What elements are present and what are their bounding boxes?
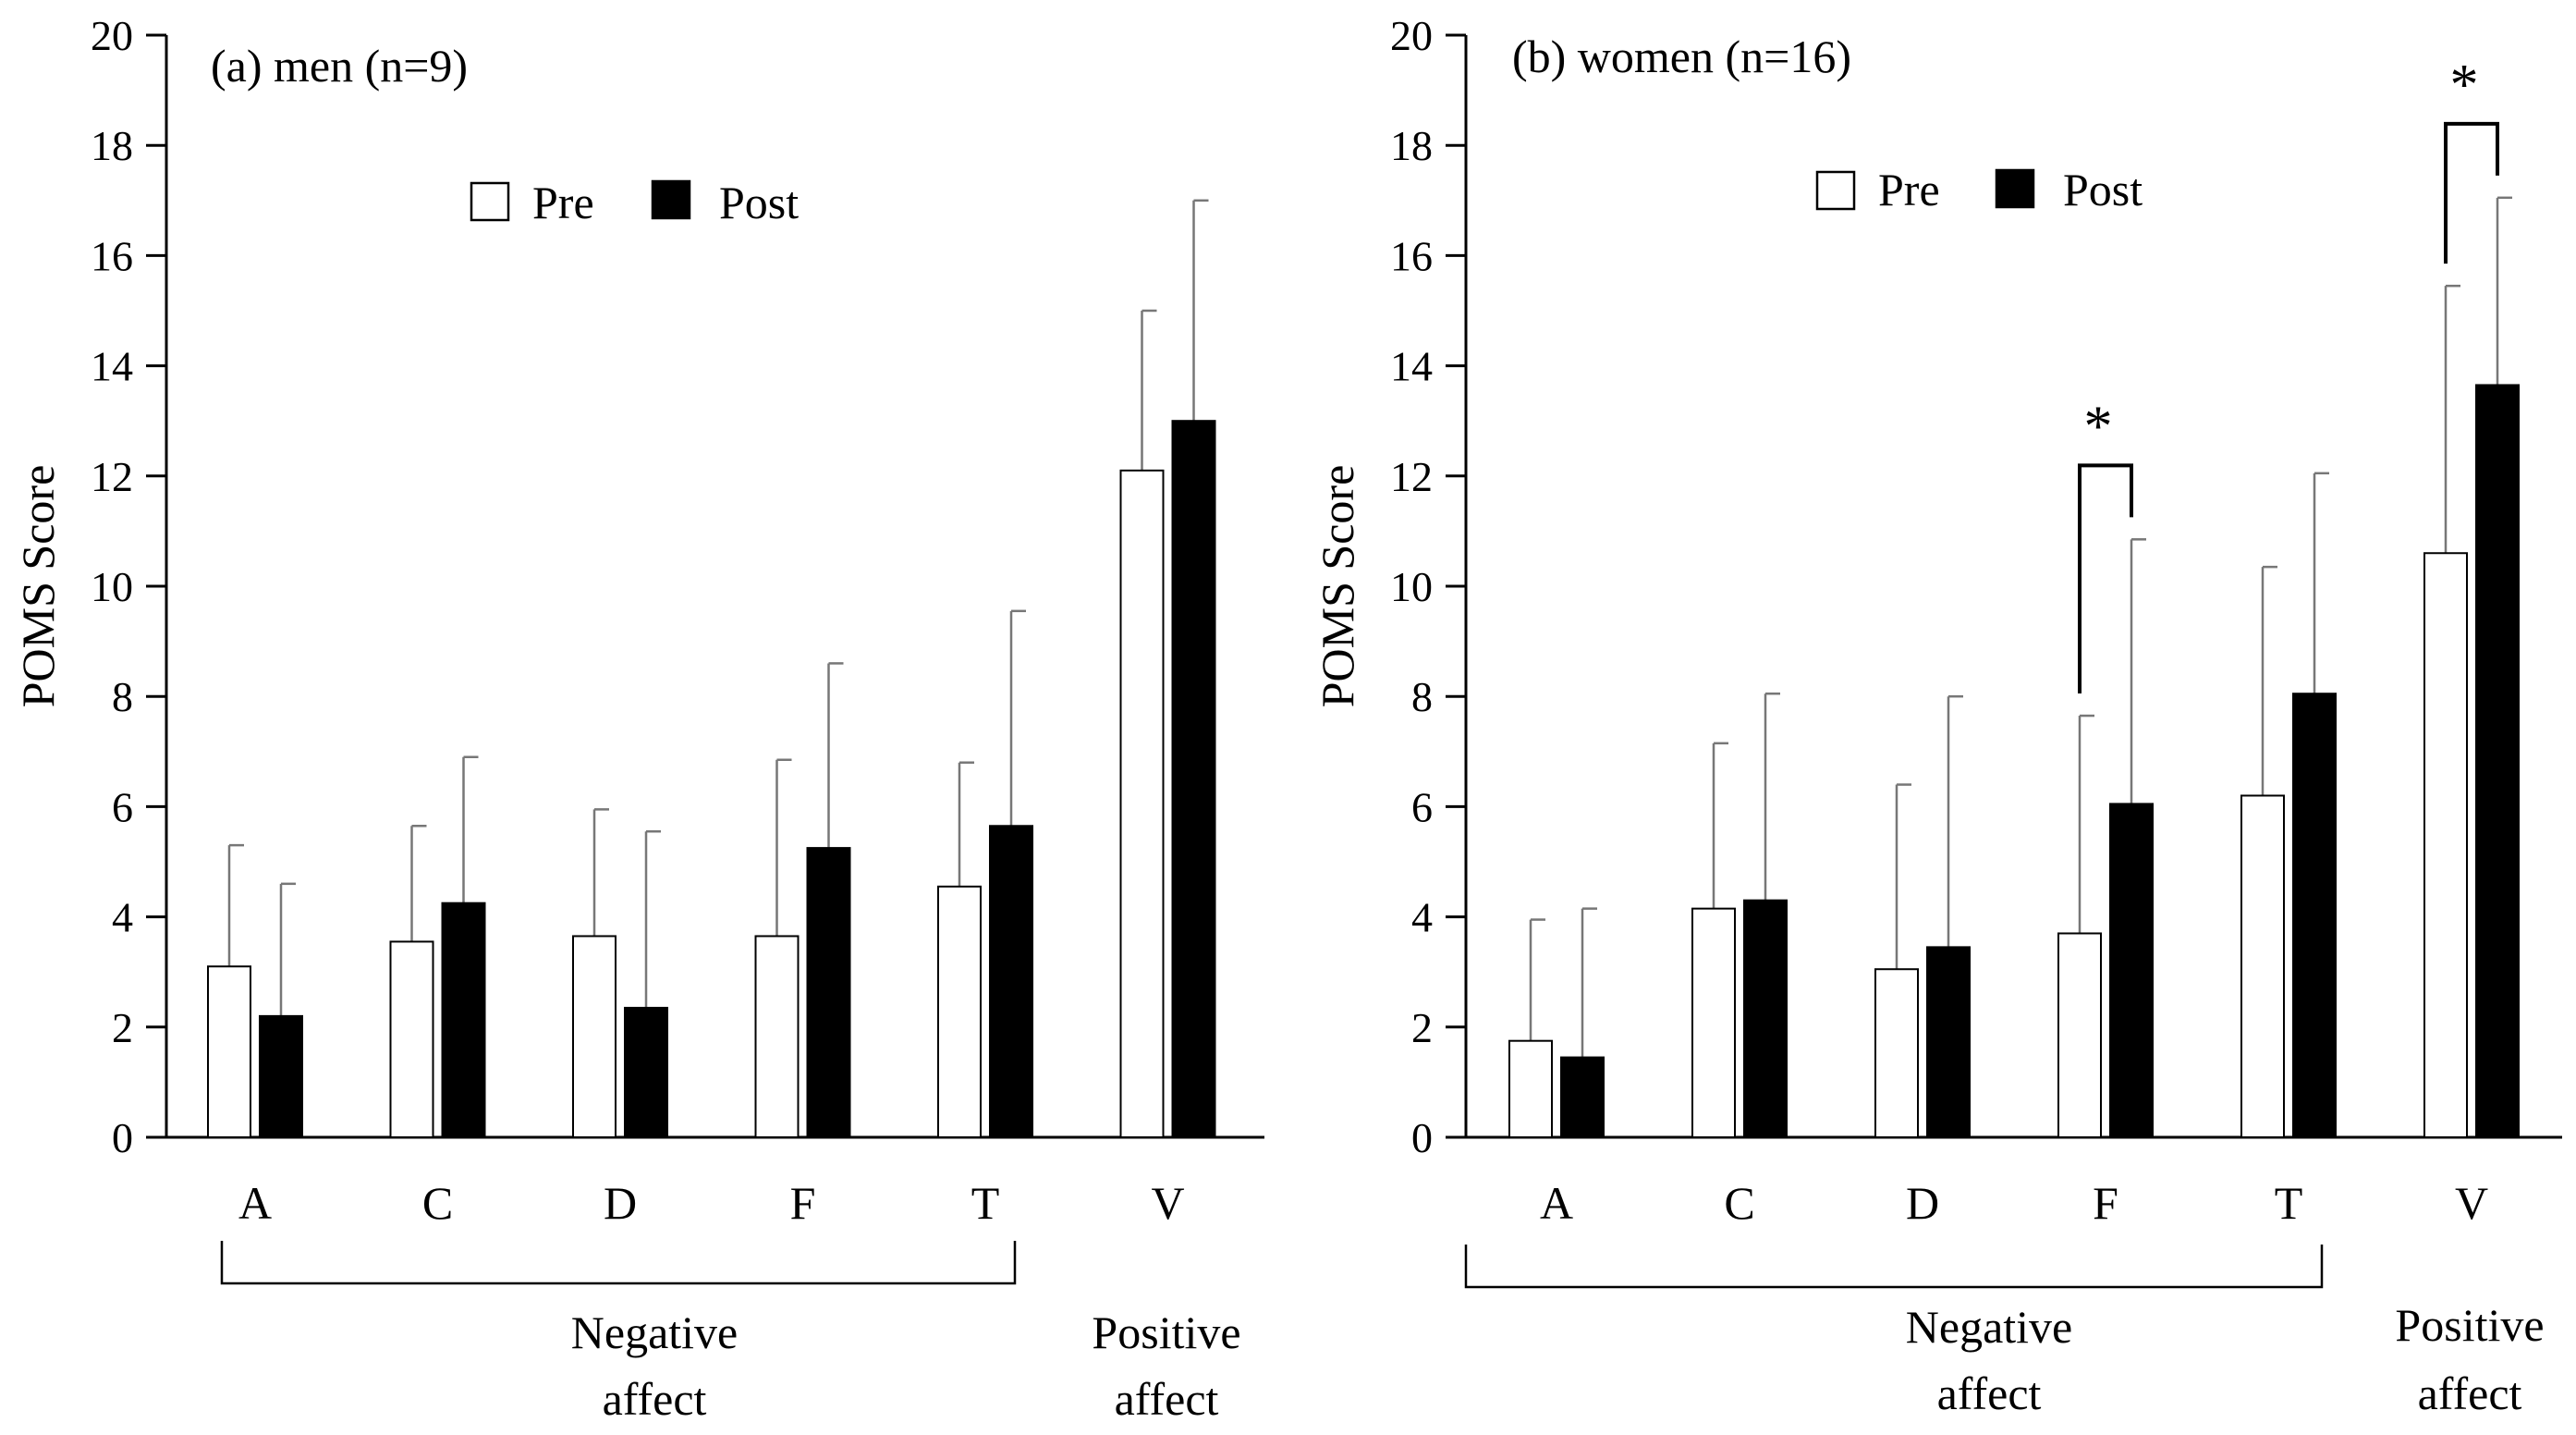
category-label: A: [238, 1177, 272, 1229]
y-tick-label: 16: [1390, 232, 1433, 279]
y-tick-label: 4: [1411, 894, 1433, 941]
category-label: C: [1724, 1177, 1754, 1229]
category-label: T: [2275, 1177, 2303, 1229]
panel-title: (b) women (n=16): [1512, 31, 1851, 82]
y-axis-label: POMS Score: [12, 465, 64, 708]
category-label: A: [1540, 1177, 1573, 1229]
category-label: C: [422, 1177, 453, 1229]
panel-men: 0 2 4 6 8 10 12 14 16 18 20 POMS Score (a) men (n=9)…: [12, 12, 1264, 1425]
group-label-negative-line2: affect: [1937, 1368, 2042, 1419]
significance-bracket-F: [2078, 463, 2133, 694]
y-tick-label: 16: [91, 232, 133, 279]
y-tick-label: 2: [112, 1004, 133, 1051]
significance-bracket-V: [2444, 121, 2499, 264]
bar-pre-T: [2240, 794, 2285, 1138]
y-tick-label: 10: [1390, 563, 1433, 610]
group-label-negative-line2: affect: [603, 1373, 707, 1425]
legend-label-pre: Pre: [1878, 164, 1940, 215]
bar-pre-A: [207, 965, 251, 1138]
bar-post-D: [1926, 946, 1971, 1138]
bar-post-V: [1171, 420, 1216, 1138]
bar-post-T: [2292, 693, 2337, 1138]
group-label-negative-line1: Negative: [1906, 1301, 2072, 1353]
group-label-positive-line1: Positive: [2395, 1299, 2544, 1351]
y-tick-label: 14: [1390, 343, 1433, 390]
y-tick-label: 2: [1411, 1004, 1433, 1051]
legend-swatch-pre: [470, 181, 510, 222]
legend-label-post: Post: [719, 177, 799, 228]
y-tick-label: 0: [1411, 1114, 1433, 1161]
bar-post-C: [441, 901, 486, 1139]
category-label: D: [1906, 1177, 1939, 1229]
legend-swatch-post: [1995, 168, 2035, 209]
y-tick-label: 6: [1411, 783, 1433, 830]
bar-pre-D: [1874, 968, 1919, 1138]
bar-pre-A: [1508, 1039, 1553, 1138]
panel-title: (a) men (n=9): [211, 40, 468, 92]
negative-affect-bracket: [1464, 1245, 2324, 1289]
category-label: V: [1151, 1177, 1184, 1229]
bar-pre-V: [2423, 552, 2468, 1138]
y-tick-label: 18: [1390, 122, 1433, 169]
y-tick-label: 12: [1390, 453, 1433, 500]
group-label-positive-line2: affect: [2418, 1368, 2522, 1419]
y-tick-label: 8: [1411, 673, 1433, 720]
legend-swatch-post: [651, 179, 691, 220]
bar-pre-C: [1691, 907, 1736, 1138]
significance-star-F: *: [2084, 395, 2113, 458]
group-label-positive-line2: affect: [1115, 1373, 1219, 1425]
bar-post-A: [1560, 1056, 1605, 1138]
bar-post-T: [989, 825, 1033, 1138]
category-label: T: [971, 1177, 1000, 1229]
group-label-negative-line1: Negative: [571, 1306, 738, 1358]
bar-post-F: [2109, 803, 2154, 1138]
bar-post-C: [1743, 899, 1788, 1138]
group-label-positive-line1: Positive: [1092, 1306, 1240, 1358]
category-label: V: [2455, 1177, 2488, 1229]
y-axis-label: POMS Score: [1312, 465, 1363, 708]
legend-label-post: Post: [2063, 164, 2143, 215]
legend-label-pre: Pre: [532, 177, 594, 228]
significance-star-V: *: [2450, 54, 2479, 117]
bar-post-V: [2475, 384, 2520, 1138]
bar-pre-D: [572, 935, 617, 1139]
legend-swatch-pre: [1815, 170, 1856, 211]
category-label: F: [2093, 1177, 2118, 1229]
panel-women: 0 2 4 6 8 10 12 14 16 18 20 POMS Score (b) women (n=…: [1312, 12, 2562, 1419]
y-tick-label: 8: [112, 673, 133, 720]
category-label: D: [604, 1177, 637, 1229]
y-tick-label: 6: [112, 783, 133, 830]
bar-post-F: [806, 847, 851, 1138]
bar-pre-V: [1119, 469, 1165, 1138]
bar-pre-F: [2057, 932, 2102, 1138]
y-tick-label: 12: [91, 453, 133, 500]
negative-affect-bracket: [220, 1241, 1017, 1285]
bar-post-D: [624, 1006, 668, 1138]
y-tick-label: 0: [112, 1114, 133, 1161]
bar-pre-T: [937, 885, 982, 1138]
bar-post-A: [259, 1014, 303, 1138]
y-tick-label: 20: [1390, 12, 1433, 59]
bar-pre-C: [389, 940, 434, 1138]
bar-pre-F: [754, 935, 800, 1139]
y-tick-label: 14: [91, 343, 133, 390]
y-tick-label: 4: [112, 894, 133, 941]
y-tick-label: 20: [91, 12, 133, 59]
category-label: F: [790, 1177, 816, 1229]
y-tick-label: 18: [91, 122, 133, 169]
y-tick-label: 10: [91, 563, 133, 610]
